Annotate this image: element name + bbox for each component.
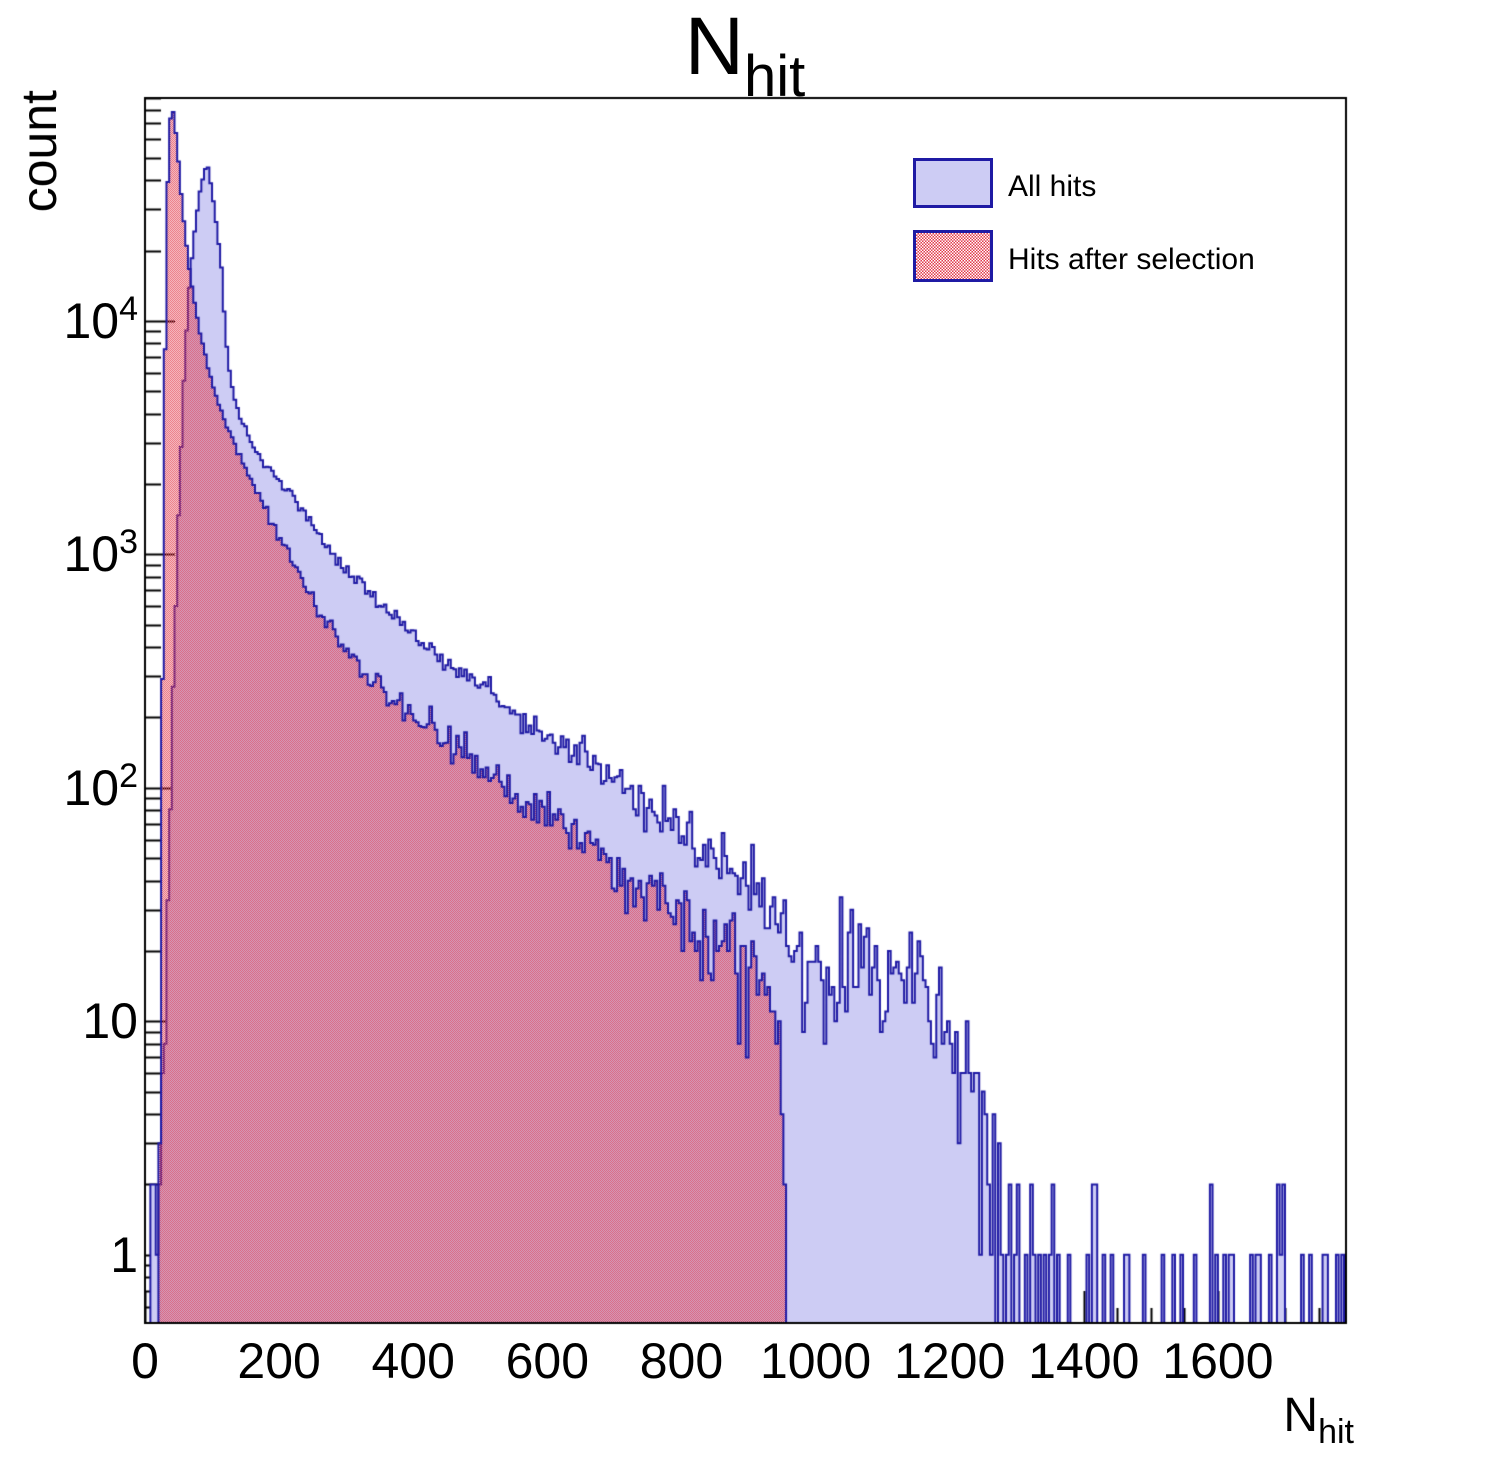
y-tick-label-1: 1 xyxy=(110,1226,138,1283)
x-tick-label-1400: 1400 xyxy=(1028,1333,1140,1389)
chart-title: Nhit xyxy=(685,6,805,106)
y-axis-title: count xyxy=(11,90,67,213)
x-axis-title-subscript: hit xyxy=(1318,1413,1354,1451)
x-tick-label-400: 400 xyxy=(371,1333,455,1389)
x-tick-label-600: 600 xyxy=(505,1333,590,1389)
y-tick-label-100: 102 xyxy=(63,756,138,816)
legend-swatch-all-hits xyxy=(913,158,993,208)
x-tick-label-1600: 1600 xyxy=(1162,1333,1274,1389)
x-tick-label-1200: 1200 xyxy=(894,1333,1006,1389)
y-tick-label-1000: 103 xyxy=(63,523,138,583)
y-tick-label-10000: 104 xyxy=(63,289,138,349)
x-tick-label-800: 800 xyxy=(639,1333,724,1389)
legend-label-hits-after-selection: Hits after selection xyxy=(1008,243,1255,276)
legend-label-all-hits: All hits xyxy=(1008,170,1097,203)
legend-swatch-hits-after-selection xyxy=(913,230,993,282)
x-tick-label-1000: 1000 xyxy=(759,1333,872,1389)
x-axis-title-base: N xyxy=(1283,1389,1319,1442)
x-tick-label-0: 0 xyxy=(131,1333,159,1389)
x-tick-label-200: 200 xyxy=(237,1333,321,1389)
chart-title-base: N xyxy=(684,1,744,92)
y-tick-label-10: 10 xyxy=(82,993,138,1050)
x-axis-title: Nhit xyxy=(1283,1389,1354,1450)
chart-title-subscript: hit xyxy=(743,44,806,109)
